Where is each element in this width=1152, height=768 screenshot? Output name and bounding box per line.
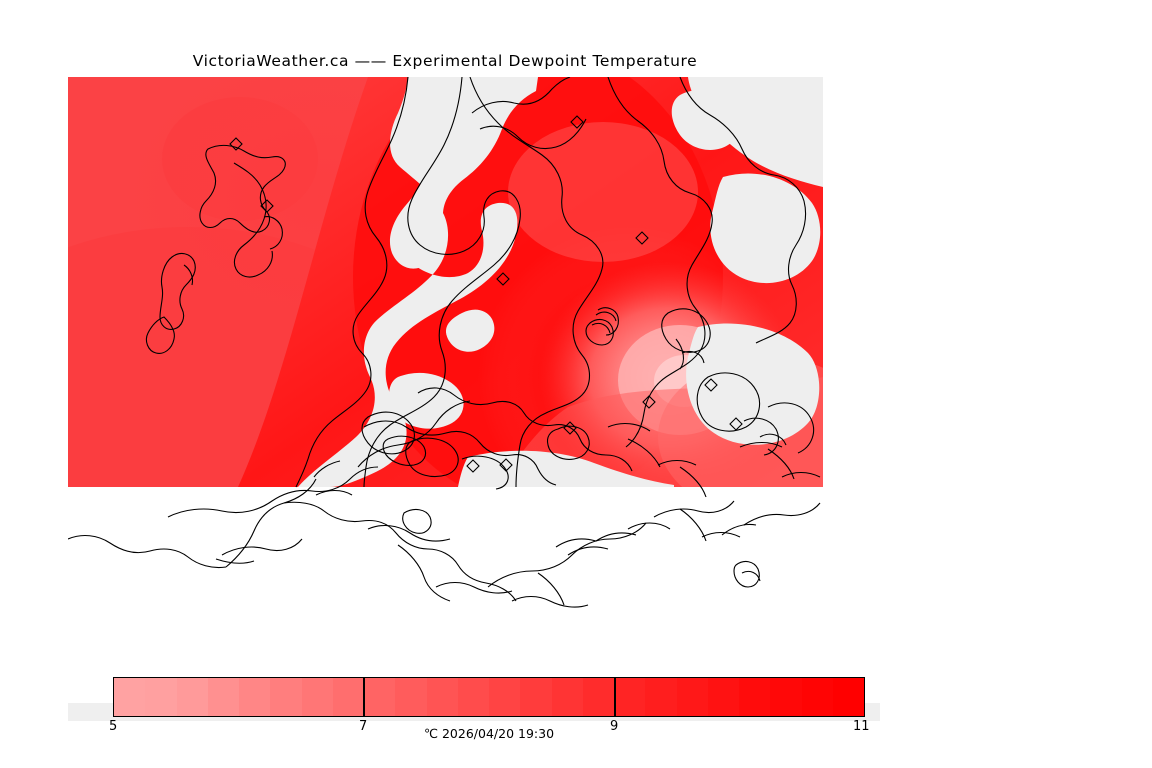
colorbar-label-min: 5 [109, 719, 118, 734]
colorbar-band-17 [645, 678, 677, 716]
colorbar-band-21 [770, 678, 802, 716]
below-domain-white [68, 487, 823, 652]
station-markers[interactable] [229, 115, 743, 473]
colorbar-band-11 [457, 678, 489, 716]
station-marker[interactable] [635, 231, 649, 245]
station-marker[interactable] [563, 421, 577, 435]
colorbar-band-8 [364, 678, 396, 716]
colorbar-band-22 [801, 678, 833, 716]
colorbar-band-7 [332, 678, 364, 716]
coastline-outlines [68, 77, 821, 608]
colorbar-band-1 [145, 678, 177, 716]
colorbar-tick-7 [363, 677, 365, 717]
colorbar-band-10 [426, 678, 458, 716]
colorbar-band-19 [707, 678, 739, 716]
colorbar-band-2 [176, 678, 208, 716]
station-marker[interactable] [496, 272, 510, 286]
colorbar-tick-9 [614, 677, 616, 717]
colorbar-band-14 [551, 678, 583, 716]
colorbar-band-16 [614, 678, 646, 716]
colorbar[interactable]: 5 7 9 11 [109, 677, 870, 734]
station-marker[interactable] [642, 395, 656, 409]
colorbar-caption: ℃ 2026/04/20 19:30 [423, 726, 555, 741]
colorbar-label-mid1: 7 [359, 719, 368, 734]
station-marker[interactable] [570, 115, 584, 129]
colorbar-gradient[interactable] [113, 677, 865, 717]
colorbar-band-4 [239, 678, 271, 716]
colorbar-label-max: 11 [853, 719, 870, 734]
colorbar-band-9 [395, 678, 427, 716]
page-title: VictoriaWeather.ca —— Experimental Dewpo… [192, 52, 698, 70]
station-marker[interactable] [499, 458, 513, 472]
station-marker[interactable] [260, 199, 274, 213]
dewpoint-field-map[interactable] [68, 77, 823, 652]
station-marker[interactable] [466, 459, 480, 473]
colorbar-band-3 [207, 678, 239, 716]
colorbar-band-5 [270, 678, 302, 716]
colorbar-band-0 [114, 678, 146, 716]
colorbar-band-12 [489, 678, 521, 716]
weather-map-panel[interactable] [68, 77, 823, 652]
colorbar-band-18 [676, 678, 708, 716]
colorbar-band-15 [582, 678, 614, 716]
station-marker[interactable] [729, 417, 743, 431]
colorbar-band-13 [520, 678, 552, 716]
station-marker[interactable] [229, 137, 243, 151]
colorbar-label-mid2: 9 [610, 719, 619, 734]
station-marker[interactable] [704, 378, 718, 392]
colorbar-band-23 [832, 678, 864, 716]
colorbar-band-20 [739, 678, 771, 716]
colorbar-band-6 [301, 678, 333, 716]
